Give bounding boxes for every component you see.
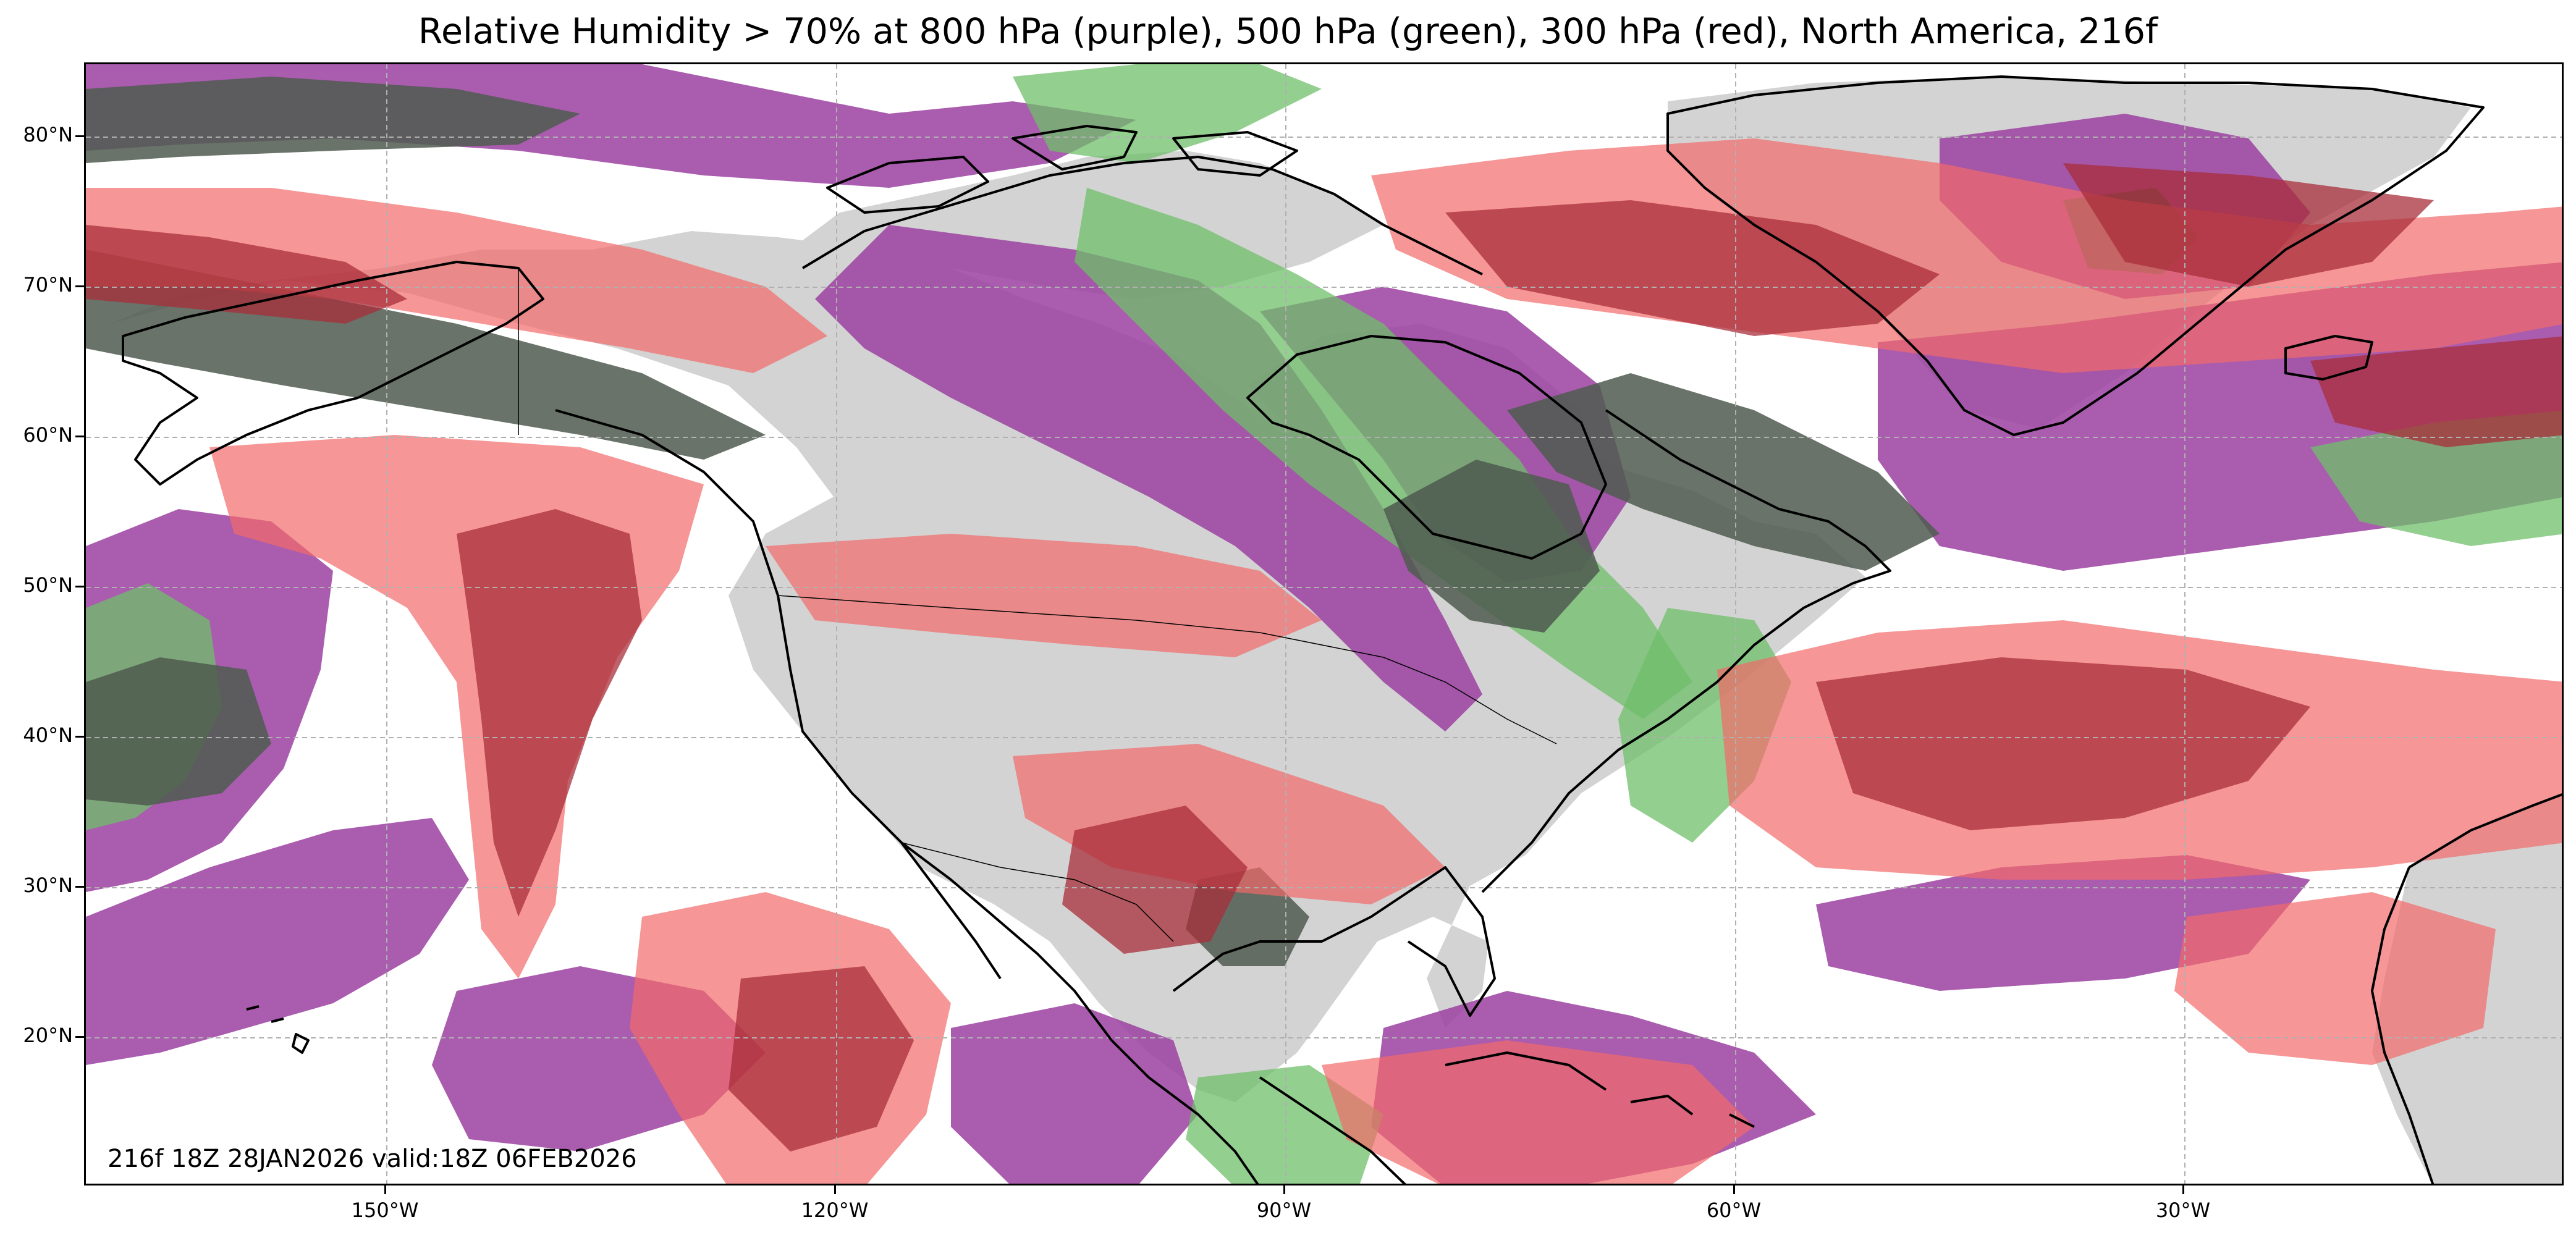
arctic-coast <box>801 156 1483 276</box>
lon-label-150w: 150°W <box>351 1198 419 1222</box>
lat-tick-mark <box>75 1036 84 1038</box>
lon-tick-mark <box>1733 1185 1735 1194</box>
lat-label-20: 20°N <box>23 1024 73 1047</box>
gulf-coast <box>1172 866 1496 1017</box>
arctic-island-1 <box>826 156 989 214</box>
lat-label-50: 50°N <box>23 573 73 597</box>
lon-label-120w: 120°W <box>801 1198 869 1222</box>
lat-label-40: 40°N <box>23 723 73 747</box>
humidity-overlap-red-layer <box>86 163 2562 1152</box>
lon-tick-mark <box>834 1185 836 1194</box>
lat-label-30: 30°N <box>23 874 73 897</box>
lat-tick-mark <box>75 135 84 137</box>
humidity-map <box>86 64 2562 1184</box>
na-east-coast <box>1481 409 1891 893</box>
central-america-coast <box>1259 1076 1406 1184</box>
arctic-island-3 <box>1172 131 1298 177</box>
map-plot-area <box>84 62 2564 1185</box>
graticule <box>86 64 2562 1184</box>
lon-label-90w: 90°W <box>1256 1198 1312 1222</box>
hudson-bay-coast <box>1246 335 1607 560</box>
lon-tick-mark <box>1283 1185 1285 1194</box>
lat-tick-mark <box>75 886 84 888</box>
map-title: Relative Humidity > 70% at 800 hPa (purp… <box>418 11 2158 52</box>
na-west-coast <box>555 409 1259 1184</box>
borders <box>518 268 1557 942</box>
coastlines <box>122 75 2562 1184</box>
caribbean-islands <box>1445 1051 1755 1128</box>
iceland-coast <box>2284 335 2373 381</box>
arctic-island-2 <box>1011 125 1138 171</box>
greenland-coast <box>1666 75 2485 436</box>
lon-label-60w: 60°W <box>1706 1198 1762 1222</box>
forecast-valid-annotation: 216f 18Z 28JAN2026 valid:18Z 06FEB2026 <box>108 1145 637 1173</box>
africa-coast <box>2371 793 2562 1184</box>
baja-coast <box>900 841 1002 980</box>
lat-tick-mark <box>75 285 84 287</box>
lat-tick-mark <box>75 436 84 437</box>
lat-label-80: 80°N <box>23 123 73 146</box>
lat-label-60: 60°N <box>23 423 73 447</box>
us-canada-border <box>777 595 1557 744</box>
lat-label-70: 70°N <box>23 273 73 297</box>
lon-tick-mark <box>2182 1185 2184 1194</box>
alaska-coast <box>122 261 544 486</box>
lat-tick-mark <box>75 586 84 587</box>
us-mexico-border <box>901 842 1174 942</box>
lon-tick-mark <box>384 1185 386 1194</box>
hawaii-islands <box>246 1005 310 1054</box>
lon-label-30w: 30°W <box>2155 1198 2211 1222</box>
lat-tick-mark <box>75 736 84 738</box>
